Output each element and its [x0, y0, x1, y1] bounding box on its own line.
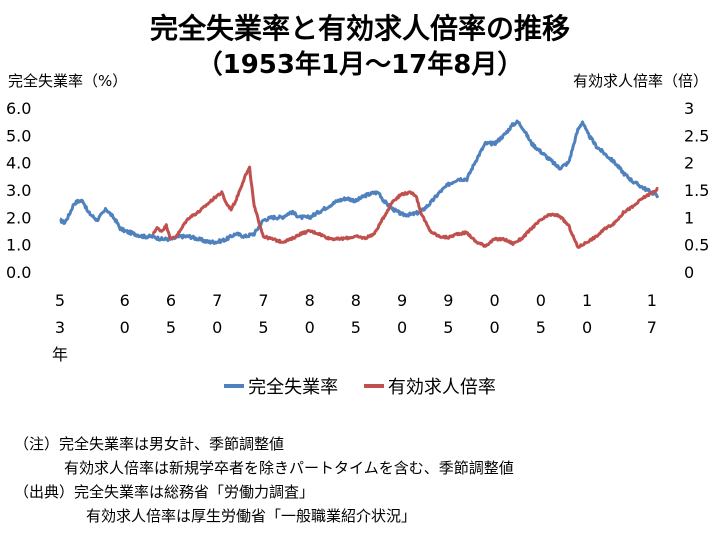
left-tick-label: 3.0 — [6, 181, 31, 200]
x-tick-label: 6 — [166, 291, 176, 310]
right-tick-label: 0 — [684, 263, 694, 282]
legend-swatch-red — [363, 384, 384, 388]
footnotes: （注）完全失業率は男女計、季節調整値 有効求人倍率は新規学卒者を除きパートタイム… — [14, 432, 514, 528]
x-tick-label: 年 — [52, 345, 68, 364]
x-tick-label: 6 — [120, 291, 130, 310]
x-tick-label: 5 — [536, 318, 546, 337]
left-tick-label: 6.0 — [6, 99, 31, 118]
legend: 完全失業率 有効求人倍率 — [0, 372, 720, 399]
right-tick-label: 2.5 — [684, 126, 709, 145]
x-tick-label: 5 — [443, 318, 453, 337]
x-tick-label: 3 — [55, 318, 65, 337]
chart-subtitle: （1953年1月～17年8月） — [196, 50, 524, 80]
x-tick-label: 8 — [351, 291, 361, 310]
unemployment-rate-line — [59, 119, 660, 245]
right-tick-label: 1.5 — [684, 181, 709, 200]
x-tick-label: 5 — [258, 318, 268, 337]
legend-label: 完全失業率 — [248, 377, 339, 398]
x-tick-label: 8 — [305, 291, 315, 310]
x-tick-label: 5 — [55, 291, 65, 310]
right-tick-label: 1 — [684, 208, 694, 227]
source-line: （出典）完全失業率は総務省「労働力調査」 — [14, 483, 315, 501]
x-tick-label: 7 — [258, 291, 268, 310]
job-openings-ratio-line — [151, 165, 659, 249]
x-tick-label: 0 — [490, 291, 500, 310]
x-tick-label: 0 — [305, 318, 315, 337]
x-tick-label: 9 — [397, 291, 407, 310]
series-lines — [59, 119, 660, 249]
left-tick-label: 0.0 — [6, 263, 31, 282]
x-tick-label: 0 — [397, 318, 407, 337]
x-tick-label: 0 — [536, 291, 546, 310]
left-tick-label: 5.0 — [6, 126, 31, 145]
right-axis-ticks: 0 0.5 1 1.5 2 2.5 3 — [684, 99, 709, 282]
left-tick-label: 2.0 — [6, 208, 31, 227]
x-tick-label: 1 — [647, 291, 657, 310]
x-tick-label: 9 — [443, 291, 453, 310]
x-tick-label: 0 — [120, 318, 130, 337]
left-tick-label: 4.0 — [6, 154, 31, 173]
x-tick-label: 7 — [647, 318, 657, 337]
legend-label: 有効求人倍率 — [387, 377, 496, 398]
x-tick-label: 0 — [490, 318, 500, 337]
x-tick-label: 0 — [582, 318, 592, 337]
right-axis-title: 有効求人倍率（倍） — [572, 72, 708, 90]
x-tick-label: 1 — [582, 291, 592, 310]
source-line: 有効求人倍率は厚生労働省「一般職業紹介状況」 — [86, 507, 417, 525]
right-tick-label: 2 — [684, 154, 694, 173]
legend-item-unemployment: 完全失業率 — [224, 373, 338, 399]
left-tick-label: 1.0 — [6, 236, 31, 255]
chart-title: 完全失業率と有効求人倍率の推移 — [149, 12, 570, 45]
legend-swatch-blue — [224, 384, 245, 388]
note-line: 有効求人倍率は新規学卒者を除きパートタイムを含む、季節調整値 — [64, 459, 514, 477]
left-axis-title: 完全失業率（%） — [8, 72, 128, 90]
left-axis-ticks: 0.0 1.0 2.0 3.0 4.0 5.0 6.0 — [6, 99, 31, 282]
x-tick-label: 5 — [166, 318, 176, 337]
note-line: （注）完全失業率は男女計、季節調整値 — [14, 435, 285, 453]
x-tick-label: 0 — [212, 318, 222, 337]
right-tick-label: 3 — [684, 99, 694, 118]
x-tick-label: 7 — [212, 291, 222, 310]
x-tick-label: 5 — [351, 318, 361, 337]
legend-item-job-ratio: 有効求人倍率 — [363, 373, 496, 399]
right-tick-label: 0.5 — [684, 236, 709, 255]
